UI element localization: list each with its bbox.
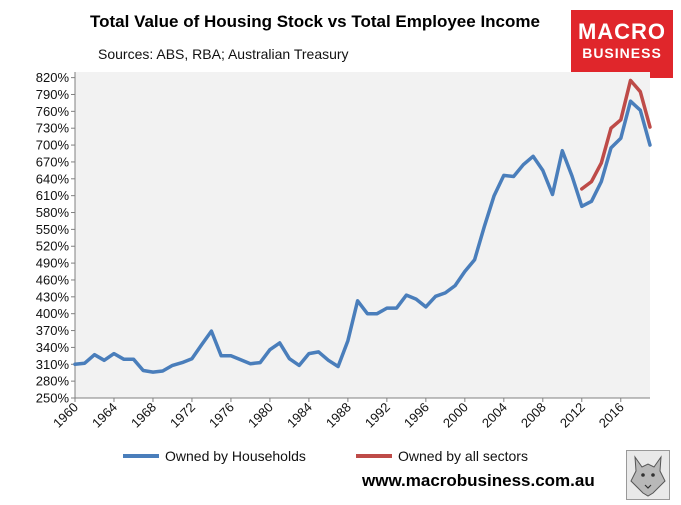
series-line-all-sectors [580, 78, 652, 191]
series-layer [73, 78, 652, 374]
y-axis: 250% 280% 310% 340% 370% 400% 430% 460%490% 520%… [36, 70, 76, 406]
y-tick-label: 490% [36, 256, 70, 271]
y-tick-label: 340% [36, 340, 70, 355]
wolf-logo [626, 450, 670, 500]
legend-label-households: Owned by Households [165, 448, 306, 464]
y-tick-label: 460% [36, 272, 70, 287]
y-tick-label: 610% [36, 188, 70, 203]
x-tick-label: 2012 [557, 400, 588, 431]
x-tick-label: 1988 [323, 400, 354, 431]
y-tick-label: 790% [36, 87, 70, 102]
website-url: www.macrobusiness.com.au [362, 471, 595, 490]
y-tick-label: 640% [36, 171, 70, 186]
legend-swatch-households [123, 454, 159, 458]
y-tick-label: 820% [36, 70, 70, 85]
y-tick-label: 280% [36, 374, 70, 389]
wolf-icon [630, 455, 666, 497]
legend-item-households: Owned by Households [123, 448, 306, 464]
x-axis: 1960 1964 1968 1972 1976 1980 1984 1988 1992 1996… [50, 397, 650, 431]
y-tick-label: 670% [36, 154, 70, 169]
y-tick-label: 760% [36, 104, 70, 119]
x-tick-label: 1964 [89, 400, 120, 431]
x-tick-label: 1972 [167, 400, 198, 431]
series-line-households [73, 99, 652, 374]
logo-line-2: BUSINESS [582, 45, 662, 61]
y-tick-label: 370% [36, 323, 70, 338]
x-tick-label: 1976 [206, 400, 237, 431]
plot-area [75, 72, 650, 398]
x-tick-label: 1996 [401, 400, 432, 431]
macrobusiness-logo: MACRO BUSINESS [571, 10, 673, 78]
y-tick-label: 310% [36, 357, 70, 372]
logo-line-1: MACRO [577, 19, 667, 44]
x-tick-label: 1984 [284, 400, 315, 431]
legend-item-all-sectors: Owned by all sectors [356, 448, 528, 464]
x-tick-label: 2004 [479, 400, 510, 431]
chart-subtitle: Sources: ABS, RBA; Australian Treasury [98, 46, 349, 62]
x-tick-label: 1968 [128, 400, 159, 431]
chart-title: Total Value of Housing Stock vs Total Em… [90, 12, 540, 31]
legend-label-all-sectors: Owned by all sectors [398, 448, 528, 464]
y-tick-label: 250% [36, 391, 70, 406]
y-tick-label: 520% [36, 239, 70, 254]
y-tick-label: 400% [36, 306, 70, 321]
x-tick-label: 1992 [362, 400, 393, 431]
x-tick-label: 2008 [518, 400, 549, 431]
x-tick-label: 1980 [245, 400, 276, 431]
y-tick-label: 430% [36, 289, 70, 304]
y-tick-label: 580% [36, 205, 70, 220]
y-tick-label: 700% [36, 138, 70, 153]
y-tick-label: 550% [36, 222, 70, 237]
x-tick-label: 2016 [596, 400, 627, 431]
legend-swatch-all-sectors [356, 454, 392, 458]
y-tick-label: 730% [36, 121, 70, 136]
x-tick-label: 2000 [440, 400, 471, 431]
